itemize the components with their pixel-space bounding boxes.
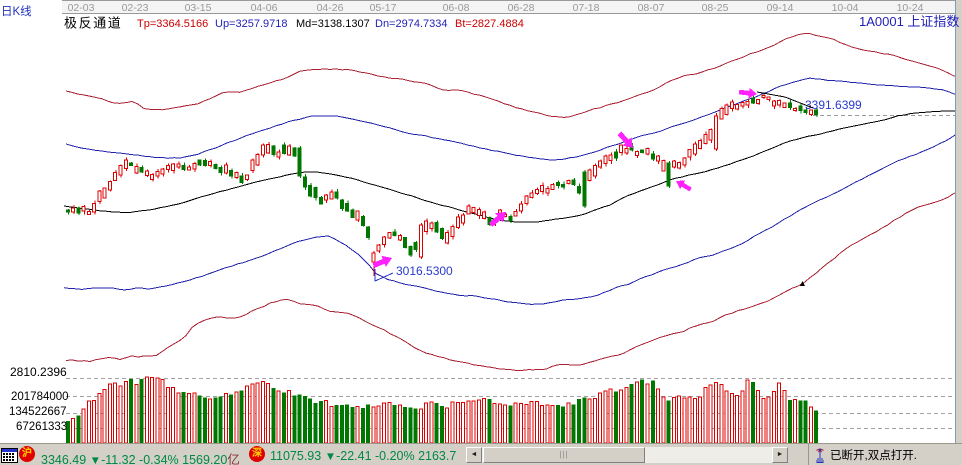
svg-text:日K线: 日K线	[1, 4, 32, 18]
svg-text:3016.5300: 3016.5300	[396, 264, 453, 278]
svg-text:Md=3138.1307: Md=3138.1307	[296, 18, 370, 30]
svg-text:08-07: 08-07	[638, 2, 665, 14]
svg-text:04-06: 04-06	[251, 2, 278, 14]
svg-text:Up=3257.9718: Up=3257.9718	[215, 18, 287, 30]
svg-text:67261333: 67261333	[16, 421, 67, 433]
svg-text:10-24: 10-24	[897, 2, 924, 14]
svg-text:03-15: 03-15	[185, 2, 212, 14]
svg-text:极反通道: 极反通道	[64, 16, 122, 31]
svg-text:06-28: 06-28	[508, 2, 535, 14]
svg-text:Dn=2974.7334: Dn=2974.7334	[375, 18, 447, 30]
svg-text:Tp=3364.5166: Tp=3364.5166	[137, 18, 208, 30]
svg-text:05-17: 05-17	[370, 2, 397, 14]
svg-text:201784000: 201784000	[11, 391, 69, 403]
svg-text:134522667: 134522667	[9, 406, 67, 418]
svg-text:04-26: 04-26	[317, 2, 344, 14]
svg-text:02-03: 02-03	[68, 2, 95, 14]
svg-text:06-08: 06-08	[443, 2, 470, 14]
svg-text:2810.2396: 2810.2396	[10, 365, 67, 379]
svg-text:08-25: 08-25	[702, 2, 729, 14]
svg-text:3391.6399: 3391.6399	[805, 98, 862, 112]
svg-text:1A0001 上证指数: 1A0001 上证指数	[859, 14, 959, 29]
svg-text:07-18: 07-18	[573, 2, 600, 14]
svg-text:02-23: 02-23	[122, 2, 149, 14]
svg-text:Bt=2827.4884: Bt=2827.4884	[455, 18, 524, 30]
svg-text:09-14: 09-14	[767, 2, 794, 14]
svg-text:10-04: 10-04	[832, 2, 859, 14]
